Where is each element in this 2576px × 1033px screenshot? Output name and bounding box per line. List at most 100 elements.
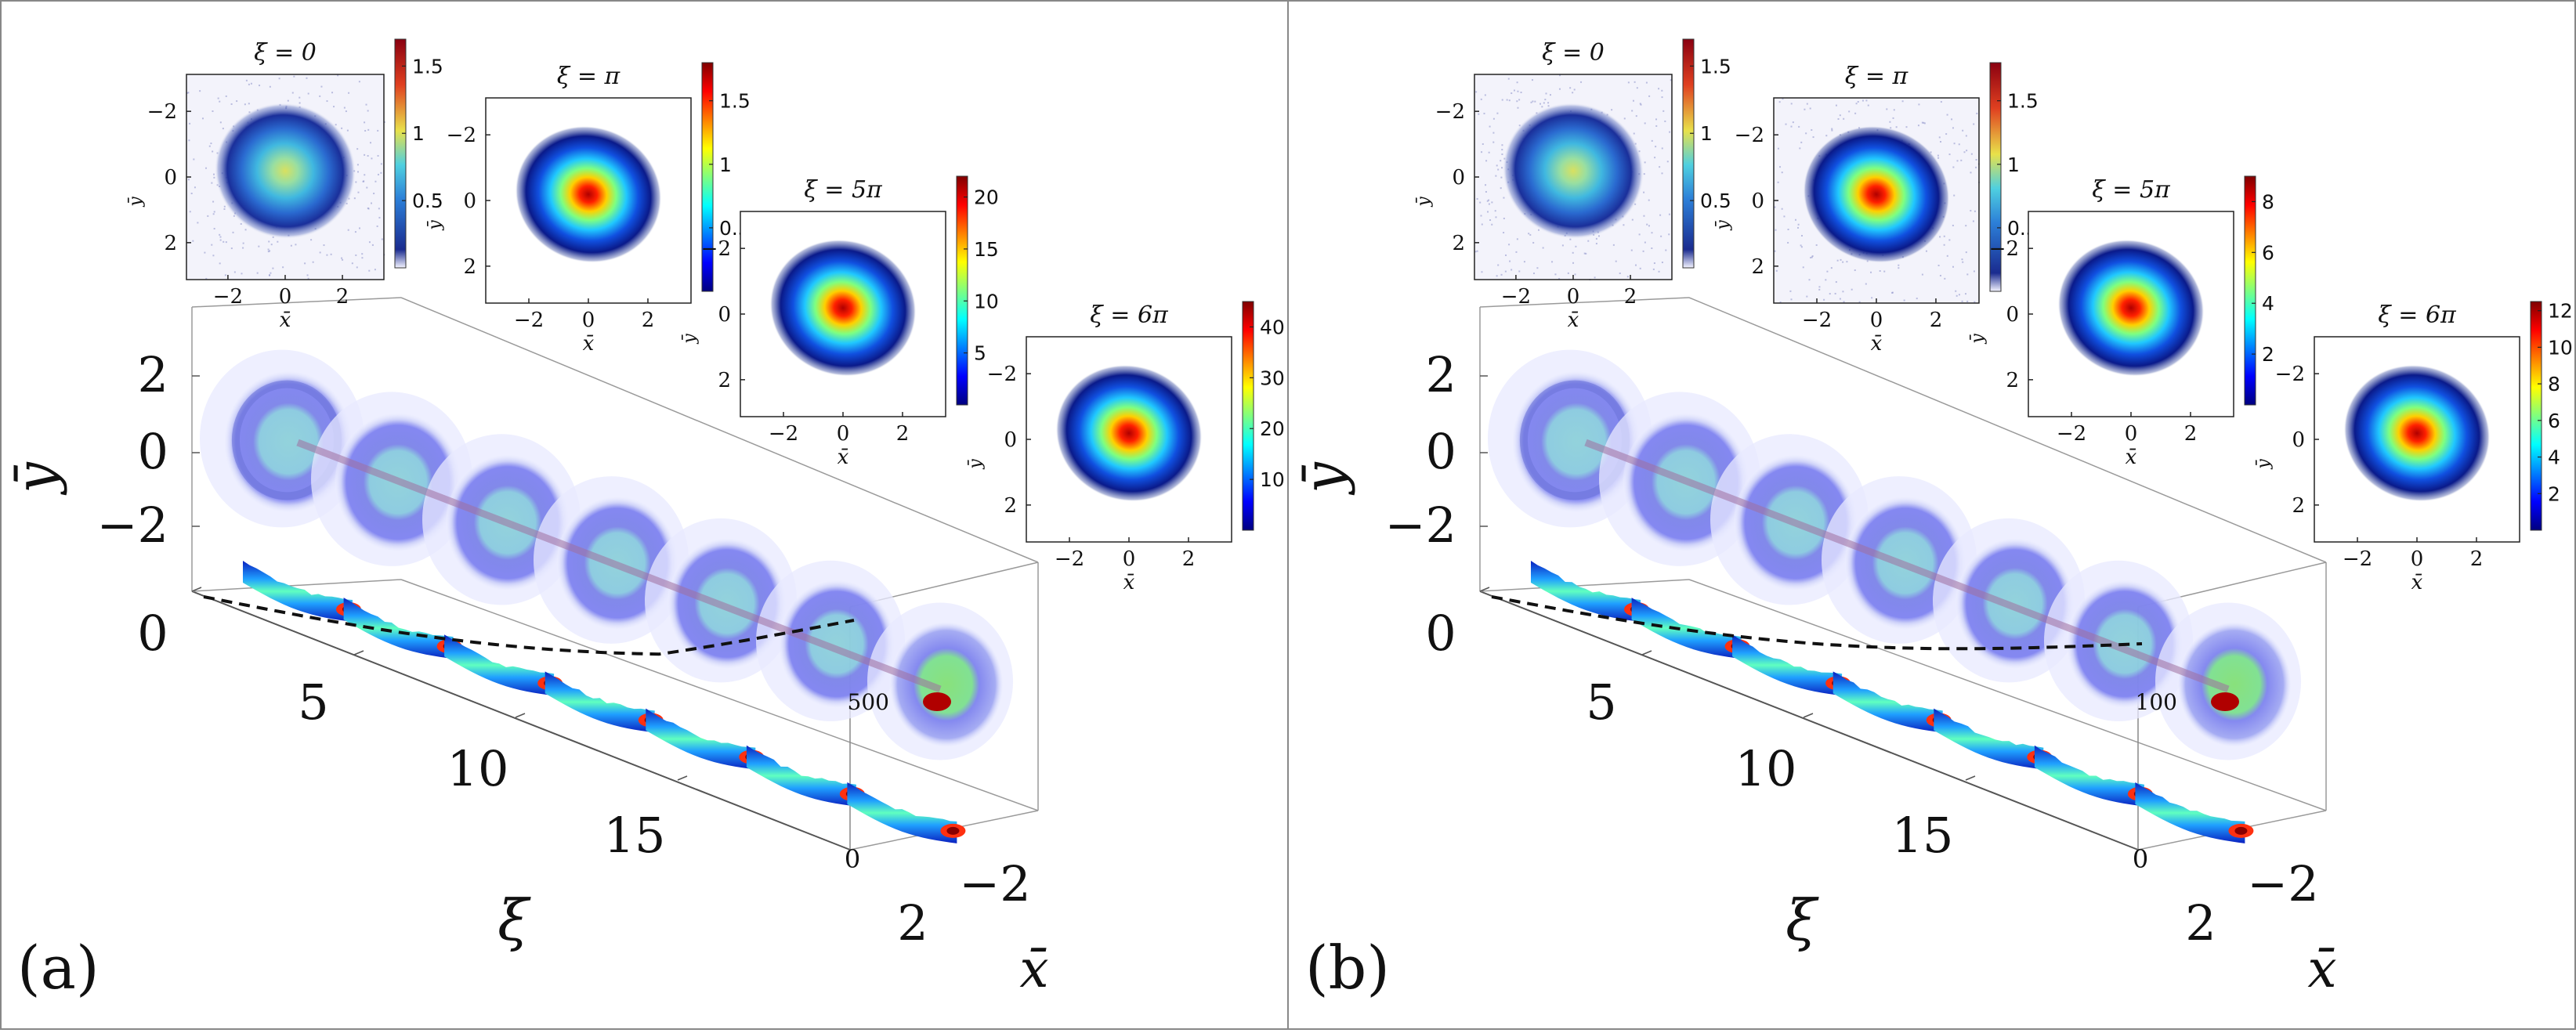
noise-speckle [272, 267, 274, 269]
noise-speckle [1951, 118, 1953, 121]
noise-speckle [1481, 151, 1483, 154]
main-y-tick-label: 2 [138, 346, 168, 403]
colorbar-tick-label: 10 [974, 290, 999, 312]
box-edge-floor [191, 591, 851, 851]
noise-speckle [1961, 300, 1963, 302]
noise-speckle [1643, 215, 1645, 217]
inset-title: ξ = π [557, 63, 621, 90]
noise-speckle [1958, 143, 1960, 146]
main-xi-tick [1803, 713, 1814, 718]
colorbar-tick-label: 6 [2262, 241, 2274, 264]
noise-speckle [1870, 271, 1872, 273]
noise-speckle [1958, 294, 1960, 296]
noise-speckle [1573, 88, 1576, 91]
inset-x-tick-label: −2 [1802, 309, 1832, 332]
noise-speckle [1962, 129, 1964, 132]
beam-density-blob [2343, 364, 2491, 502]
noise-speckle [189, 211, 191, 213]
noise-speckle [1516, 81, 1518, 84]
ribbon-segment [1531, 561, 1641, 622]
main-xi-tick-label: 0 [1425, 605, 1456, 662]
noise-speckle [1532, 273, 1535, 275]
noise-speckle [1551, 261, 1554, 263]
noise-speckle [1857, 100, 1859, 103]
noise-speckle [1948, 239, 1951, 241]
noise-speckle [323, 244, 325, 247]
inset-y-tick-label: 0 [718, 303, 731, 327]
noise-speckle [232, 231, 234, 233]
noise-speckle [1648, 95, 1651, 97]
noise-speckle [1854, 269, 1856, 272]
noise-speckle [1972, 220, 1974, 222]
inset-x-label: x̄ [1568, 309, 1579, 332]
noise-speckle [1893, 109, 1895, 111]
noise-speckle [1835, 104, 1837, 107]
noise-speckle [244, 103, 246, 106]
noise-speckle [371, 244, 374, 246]
noise-speckle [1966, 300, 1969, 302]
noise-speckle [1895, 126, 1898, 128]
noise-speckle [1539, 103, 1542, 105]
noise-speckle [361, 257, 364, 259]
noise-speckle [376, 225, 378, 227]
noise-speckle [1855, 103, 1858, 105]
noise-speckle [210, 143, 212, 145]
noise-speckle [1572, 251, 1574, 254]
inset-y-tick-label: −2 [1435, 100, 1465, 124]
noise-speckle [1890, 127, 1892, 129]
colorbar-tick-label: 2 [2548, 482, 2560, 505]
noise-speckle [378, 216, 381, 219]
main-xi-tick-label: 10 [447, 740, 509, 797]
colorbar [1989, 62, 2002, 292]
inset-x-label: x̄ [280, 309, 291, 332]
noise-speckle [1794, 219, 1796, 221]
noise-speckle [371, 202, 373, 204]
noise-speckle [1975, 166, 1977, 168]
inset-x-label: x̄ [838, 446, 849, 469]
noise-speckle [1659, 166, 1661, 168]
ribbon-segment [545, 671, 655, 733]
noise-speckle [1973, 270, 1975, 273]
noise-speckle [1854, 112, 1857, 114]
noise-speckle [295, 244, 297, 246]
noise-speckle [1800, 234, 1803, 237]
noise-speckle [1488, 151, 1490, 154]
noise-speckle [1937, 264, 1940, 266]
noise-speckle [1646, 223, 1648, 226]
noise-speckle [1808, 279, 1811, 281]
noise-speckle [1975, 158, 1977, 161]
colorbar-tick-label: 15 [974, 238, 999, 261]
noise-speckle [1962, 261, 1964, 263]
noise-speckle [1492, 117, 1495, 120]
colorbar-tick-label: 8 [2262, 190, 2274, 213]
noise-speckle [225, 241, 227, 244]
noise-speckle [1538, 229, 1540, 231]
noise-speckle [1781, 208, 1783, 210]
noise-speckle [333, 106, 335, 108]
noise-speckle [298, 102, 301, 104]
inset-y-tick-label: 0 [2006, 303, 2019, 327]
noise-speckle [1867, 104, 1869, 107]
inset-y-tick-label: 0 [463, 190, 476, 213]
noise-speckle [367, 128, 370, 131]
inset-x-tick-label: −2 [1055, 547, 1084, 571]
box-edge [1688, 579, 2327, 811]
noise-speckle [1518, 270, 1521, 273]
noise-speckle [1489, 125, 1491, 128]
noise-speckle [1778, 101, 1781, 103]
noise-speckle [1508, 244, 1511, 246]
noise-speckle [282, 266, 284, 269]
main-xi-tick-label: 5 [298, 674, 328, 731]
noise-speckle [1660, 235, 1662, 237]
noise-speckle [1520, 92, 1522, 94]
noise-speckle [1654, 157, 1656, 159]
noise-speckle [354, 231, 356, 233]
noise-speckle [1925, 250, 1927, 252]
noise-speckle [290, 244, 292, 247]
noise-speckle [1652, 268, 1655, 270]
noise-speckle [212, 173, 215, 175]
colorbar-tick-label: 30 [1260, 367, 1285, 389]
noise-speckle [1655, 118, 1658, 121]
